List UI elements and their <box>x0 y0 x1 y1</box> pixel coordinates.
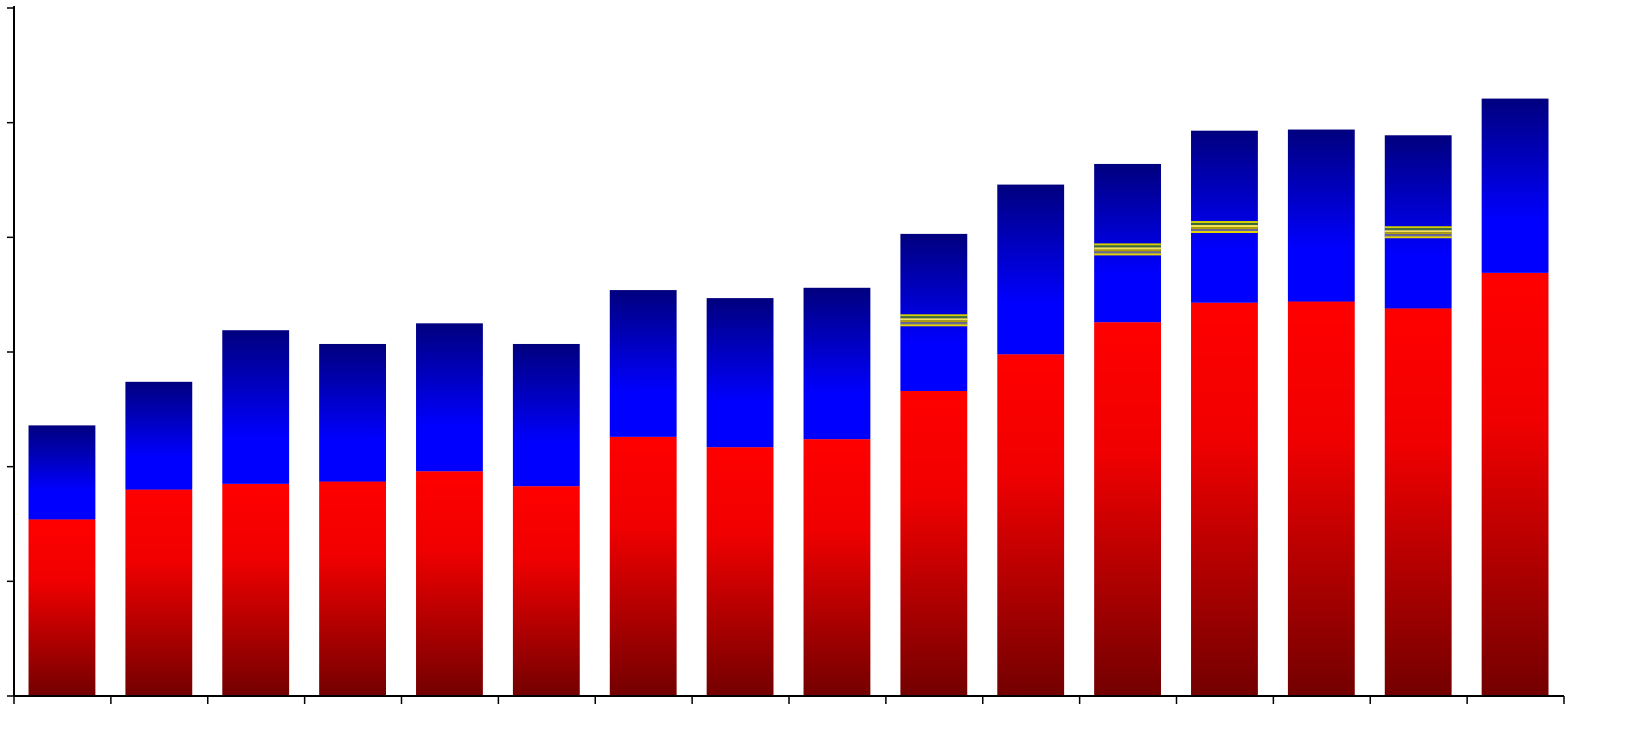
bar-segment-upper <box>706 298 774 448</box>
stripe-line <box>1094 253 1161 256</box>
stripe-line <box>900 322 968 325</box>
bar-segment-lower <box>1384 308 1452 696</box>
stripe-line <box>1384 234 1452 237</box>
stripe-line <box>1094 243 1161 246</box>
bar-segment-striped <box>1094 243 1161 256</box>
bar-segment-lower <box>997 354 1065 696</box>
bar-segment-lower <box>222 483 290 696</box>
bars-layer <box>28 98 1549 696</box>
bar-segment-upper <box>1384 135 1452 309</box>
bar-segment-upper <box>609 290 677 437</box>
stripe-line <box>1094 249 1161 252</box>
stripe-line <box>1191 231 1258 234</box>
bar-segment-lower <box>900 390 968 696</box>
bar-segment-upper <box>28 425 96 520</box>
stripe-line <box>900 320 968 323</box>
stripe-line <box>900 314 968 317</box>
bar-segment-upper <box>416 323 483 472</box>
stripe-line <box>1384 232 1452 235</box>
bar-segment-striped <box>900 314 968 327</box>
bar-segment-upper <box>997 184 1065 355</box>
stripe-line <box>900 316 968 319</box>
bar-segment-lower <box>1191 302 1258 696</box>
stripe-line <box>900 318 968 321</box>
bar-segment-upper <box>319 343 386 482</box>
bar-segment-lower <box>512 486 580 696</box>
bar-segment-upper <box>1287 129 1355 302</box>
bar-segment-lower <box>1481 272 1549 696</box>
bar-segment-upper <box>222 330 290 484</box>
bar-segment-upper <box>125 381 193 490</box>
bar-segment-upper <box>1481 98 1549 273</box>
bar-segment-upper <box>803 287 871 440</box>
stripe-line <box>1191 229 1258 232</box>
bar-segment-lower <box>416 471 483 696</box>
axes-layer <box>7 6 1565 704</box>
stripe-line <box>1094 247 1161 250</box>
bar-segment-upper <box>900 233 968 391</box>
bar-segment-lower <box>609 436 677 696</box>
stripe-line <box>1384 230 1452 233</box>
bar-segment-upper <box>1094 163 1161 323</box>
bar-segment-upper <box>512 343 580 487</box>
bar-segment-lower <box>1094 322 1161 696</box>
stripe-line <box>1384 226 1452 229</box>
bar-segment-upper <box>1191 130 1258 303</box>
bar-segment-striped <box>1384 226 1452 239</box>
stripe-line <box>1094 251 1161 254</box>
bar-segment-striped <box>1191 221 1258 234</box>
bar-segment-lower <box>1287 301 1355 696</box>
bar-segment-lower <box>28 519 96 696</box>
bar-segment-lower <box>125 489 193 696</box>
stripe-line <box>1384 236 1452 239</box>
bar-segment-lower <box>803 439 871 696</box>
stripe-line <box>900 324 968 327</box>
stripe-line <box>1191 227 1258 230</box>
stripe-line <box>1191 225 1258 228</box>
stripe-line <box>1094 245 1161 248</box>
stripe-line <box>1384 228 1452 231</box>
bar-segment-lower <box>706 447 774 696</box>
stripe-line <box>1191 221 1258 224</box>
bar-segment-lower <box>319 481 386 696</box>
stripe-line <box>1191 223 1258 226</box>
